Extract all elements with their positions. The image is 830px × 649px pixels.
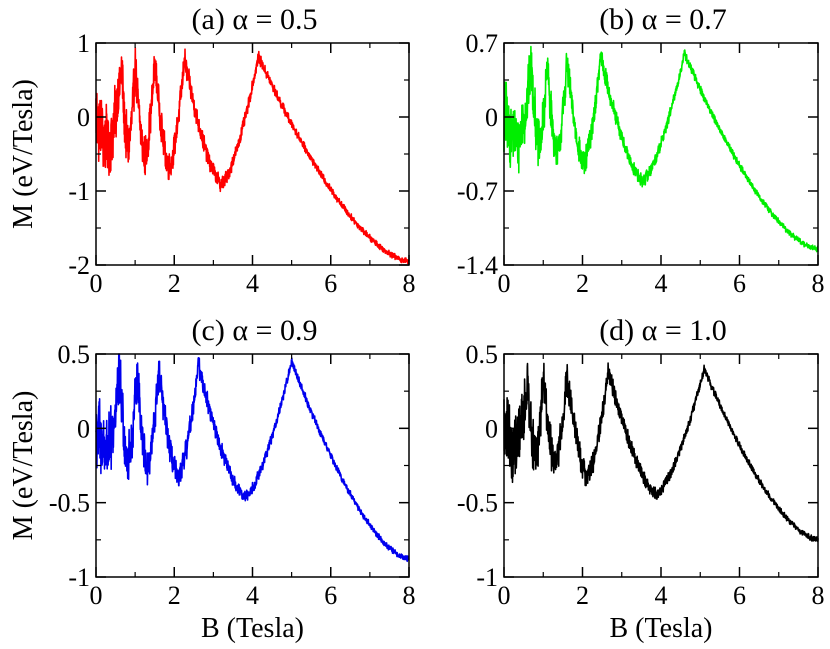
plot-frame [503,42,819,266]
y-tick-label: -0.5 [49,489,90,518]
panel-title: (a) α = 0.5 [192,3,318,36]
panel-b: 0 2 4 6 8 -1.4 -0.7 0 0.7 (b) α = 0.7 [457,3,825,298]
y-tick-label: -0.7 [457,177,498,206]
y-axis-label: M (eV/Tesla) [8,79,39,229]
panel-c: 0 2 4 6 8 -1 -0.5 0 0.5 (c) α = 0.9 B (Tesla) M (eV… [8,314,416,644]
x-tick-label: 6 [733,581,746,610]
x-axis-label: B (Tesla) [201,613,304,644]
y-tick-label: 0 [485,103,498,132]
y-tick-label: -1 [476,563,498,592]
panel-title: (b) α = 0.7 [599,3,727,36]
x-tick-label: 2 [576,581,589,610]
x-tick-label: 0 [90,581,103,610]
x-tick-label: 6 [324,581,337,610]
y-tick-label: -2 [68,251,90,280]
x-axis-label: B (Tesla) [609,613,712,644]
x-tick-label: 8 [403,269,416,298]
y-axis-label: M (eV/Tesla) [8,391,39,541]
y-tick-label: -1.4 [457,251,498,280]
y-tick-label: 0.7 [466,29,499,58]
plot-frame [95,353,410,578]
x-tick-label: 4 [246,581,259,610]
x-tick-label: 2 [168,269,181,298]
y-tick-label: 1 [77,29,90,58]
x-tick-label: 2 [168,581,181,610]
x-tick-label: 0 [498,581,511,610]
y-tick-label: 0 [485,414,498,443]
y-tick-label: 0 [77,414,90,443]
x-tick-label: 8 [812,269,825,298]
panel-title: (c) α = 0.9 [192,314,318,347]
y-tick-label: -1 [68,563,90,592]
y-tick-label: -1 [68,177,90,206]
panel-d: 0 2 4 6 8 -1 -0.5 0 0.5 (d) α = 1.0 B (Tesla) [457,314,825,644]
series-line [95,353,410,563]
y-tick-label: 0 [77,103,90,132]
y-tick-label: 0.5 [466,340,499,369]
x-tick-label: 2 [576,269,589,298]
panel-title: (d) α = 1.0 [599,314,727,347]
x-tick-label: 0 [498,269,511,298]
x-tick-label: 4 [246,269,259,298]
x-tick-label: 6 [324,269,337,298]
x-tick-label: 4 [655,269,668,298]
series-line [503,362,819,543]
y-tick-label: 0.5 [58,340,91,369]
x-tick-label: 4 [655,581,668,610]
x-tick-label: 0 [90,269,103,298]
series-line [95,47,410,265]
x-tick-label: 6 [733,269,746,298]
x-tick-label: 8 [812,581,825,610]
x-tick-label: 8 [403,581,416,610]
series-line [503,45,819,253]
y-tick-label: -0.5 [457,489,498,518]
panel-a: 0 2 4 6 8 -2 -1 0 1 (a) α = 0.5 M (eV/Tesla) [8,3,416,298]
